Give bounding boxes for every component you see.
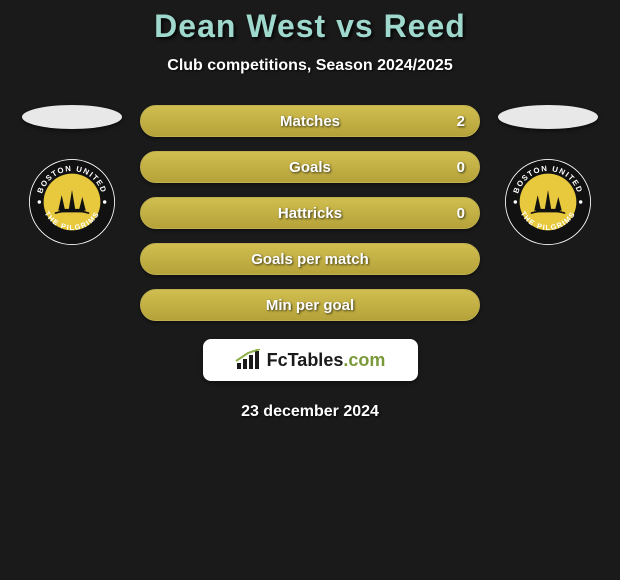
- brand-box[interactable]: FcTables.com: [203, 339, 418, 381]
- subtitle: Club competitions, Season 2024/2025: [0, 57, 620, 75]
- stat-label: Hattricks: [278, 205, 342, 222]
- brand-name: FcTables.com: [267, 350, 386, 371]
- stat-label: Min per goal: [266, 297, 354, 314]
- footer: FcTables.com 23 december 2024: [0, 339, 620, 421]
- brand-name-text: FcTables: [267, 350, 344, 370]
- club-logo-right: BOSTON UNITED THE PILGRIMS: [505, 159, 591, 245]
- stat-bar-min-per-goal: Min per goal: [140, 289, 480, 321]
- stat-label: Matches: [280, 113, 340, 130]
- brand-chart-icon: [235, 349, 261, 371]
- stat-bar-goals: Goals 0: [140, 151, 480, 183]
- player-photo-placeholder: [498, 105, 598, 129]
- stats-column: Matches 2 Goals 0 Hattricks 0 Goals per …: [140, 105, 480, 321]
- player-photo-placeholder: [22, 105, 122, 129]
- page-title: Dean West vs Reed: [0, 8, 620, 45]
- boston-united-logo-icon: BOSTON UNITED THE PILGRIMS: [29, 159, 115, 245]
- comparison-card: Dean West vs Reed Club competitions, Sea…: [0, 0, 620, 421]
- boston-united-logo-icon: BOSTON UNITED THE PILGRIMS: [505, 159, 591, 245]
- date-label: 23 december 2024: [241, 403, 379, 421]
- brand-ext-text: .com: [343, 350, 385, 370]
- stat-value: 0: [457, 205, 465, 222]
- stat-value: 2: [457, 113, 465, 130]
- stat-bar-matches: Matches 2: [140, 105, 480, 137]
- stat-label: Goals: [289, 159, 331, 176]
- stat-bar-goals-per-match: Goals per match: [140, 243, 480, 275]
- stat-label: Goals per match: [251, 251, 369, 268]
- left-player-col: BOSTON UNITED THE PILGRIMS: [22, 105, 122, 245]
- stat-value: 0: [457, 159, 465, 176]
- comparison-body: BOSTON UNITED THE PILGRIMS: [0, 105, 620, 321]
- club-logo-left: BOSTON UNITED THE PILGRIMS: [29, 159, 115, 245]
- right-player-col: BOSTON UNITED THE PILGRIMS: [498, 105, 598, 245]
- stat-bar-hattricks: Hattricks 0: [140, 197, 480, 229]
